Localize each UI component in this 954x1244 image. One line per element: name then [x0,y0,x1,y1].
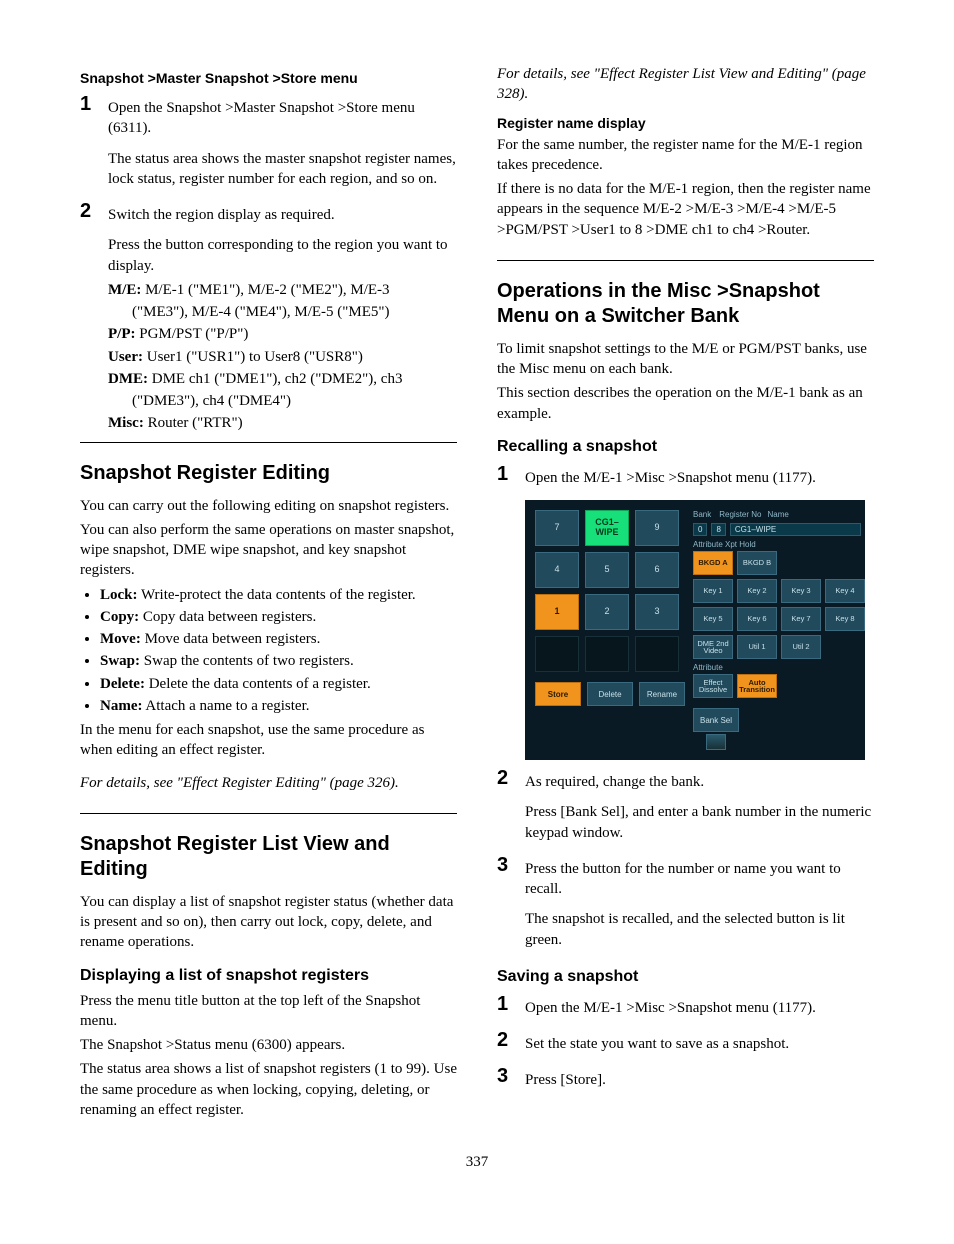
store-step-2: 2 Switch the region display as required.… [80,201,457,436]
store-button[interactable]: Store [535,682,581,706]
attribute-button[interactable]: Key 8 [825,607,865,631]
step-paragraph: The status area shows the master snapsho… [108,149,457,190]
numpad-empty [585,636,629,672]
editing-bullets: Lock: Write-protect the data contents of… [100,585,457,717]
register-value: 8 [711,523,725,536]
region-definitions: M/E: M/E-1 ("ME1"), M/E-2 ("ME2"), M/E-3… [108,280,457,434]
step-number: 1 [80,94,98,193]
step-number: 1 [497,464,515,492]
numpad-button[interactable]: 2 [585,594,629,630]
attribute-label: Attribute [693,663,865,672]
sub-display-list: Displaying a list of snapshot registers [80,967,457,985]
attribute-button[interactable]: Auto Transition [737,674,777,698]
attribute-button[interactable]: BKGD B [737,551,777,575]
paragraph: To limit snapshot settings to the M/E or… [497,339,874,380]
numpad: 7CG1– WIPE9 456 123 [535,510,685,672]
save-step-1: 1 Open the M/E-1 >Misc >Snapshot menu (1… [497,994,874,1022]
tenkey-icon [706,734,726,750]
attribute-button[interactable]: DME 2nd Video [693,635,733,659]
step-number: 1 [497,994,515,1022]
numpad-empty [635,636,679,672]
paragraph: In the menu for each snapshot, use the s… [80,720,457,761]
numpad-button[interactable]: 6 [635,552,679,588]
step-text: Set the state you want to save as a snap… [525,1034,874,1054]
paragraph: The status area shows a list of snapshot… [80,1059,457,1120]
step-paragraph: Press the button corresponding to the re… [108,235,457,276]
section-operations: Operations in the Misc >Snapshot Menu on… [497,279,874,329]
paragraph: If there is no data for the M/E-1 region… [497,179,874,240]
store-menu-heading: Snapshot >Master Snapshot >Store menu [80,70,457,86]
bank-value: 0 [693,523,707,536]
attribute-button[interactable]: Key 1 [693,579,733,603]
step-text: Switch the region display as required. [108,205,457,225]
step-number: 2 [497,768,515,847]
numpad-empty [535,636,579,672]
attribute-button[interactable]: Key 7 [781,607,821,631]
delete-button[interactable]: Delete [587,682,633,706]
step-text: Press the button for the number or name … [525,859,874,900]
bank-sel-button[interactable]: Bank Sel [693,708,739,732]
step-text: Press [Store]. [525,1070,874,1090]
step-number: 2 [80,201,98,436]
numpad-button[interactable]: 5 [585,552,629,588]
paragraph: You can also perform the same operations… [80,520,457,581]
attribute-button[interactable]: Key 3 [781,579,821,603]
step-paragraph: Press [Bank Sel], and enter a bank numbe… [525,802,874,843]
store-step-1: 1 Open the Snapshot >Master Snapshot >St… [80,94,457,193]
numpad-button[interactable]: 3 [635,594,679,630]
step-number: 2 [497,1030,515,1058]
section-register-editing: Snapshot Register Editing [80,461,457,486]
snapshot-menu-screenshot: 7CG1– WIPE9 456 123 Store Delete Rename Ba… [525,500,865,760]
attribute-button[interactable]: Util 2 [781,635,821,659]
attribute-button[interactable]: Key 4 [825,579,865,603]
step-number: 3 [497,1066,515,1094]
cross-reference: For details, see "Effect Register List V… [497,64,874,105]
attribute-button[interactable]: Util 1 [737,635,777,659]
paragraph: You can display a list of snapshot regis… [80,892,457,953]
attribute-hold-label: Attribute Xpt Hold [693,540,865,549]
step-text: Open the M/E-1 >Misc >Snapshot menu (117… [525,998,874,1018]
page-number: 337 [80,1154,874,1171]
paragraph: Press the menu title button at the top l… [80,991,457,1032]
rename-button[interactable]: Rename [639,682,685,706]
paragraph: You can carry out the following editing … [80,496,457,516]
step-text: Open the M/E-1 >Misc >Snapshot menu (117… [525,468,874,488]
numpad-button[interactable]: CG1– WIPE [585,510,629,546]
register-name-heading: Register name display [497,115,874,131]
attribute-button[interactable]: Key 2 [737,579,777,603]
cross-reference: For details, see "Effect Register Editin… [80,773,457,793]
numpad-button[interactable]: 7 [535,510,579,546]
step-text: Open the Snapshot >Master Snapshot >Stor… [108,98,457,139]
name-value: CG1–WIPE [730,523,861,536]
attribute-button[interactable]: Key 5 [693,607,733,631]
attribute-button[interactable]: Key 6 [737,607,777,631]
attribute-button[interactable]: Effect Dissolve [693,674,733,698]
register-info: Bank Register No Name [693,510,865,519]
save-step-2: 2 Set the state you want to save as a sn… [497,1030,874,1058]
recall-step-3: 3 Press the button for the number or nam… [497,855,874,954]
step-text: As required, change the bank. [525,772,874,792]
sub-saving: Saving a snapshot [497,968,874,986]
recall-step-2: 2 As required, change the bank. Press [B… [497,768,874,847]
step-number: 3 [497,855,515,954]
paragraph: This section describes the operation on … [497,383,874,424]
paragraph: The Snapshot >Status menu (6300) appears… [80,1035,457,1055]
left-column: Snapshot >Master Snapshot >Store menu 1 … [80,60,457,1124]
section-list-view: Snapshot Register List View and Editing [80,832,457,882]
sub-recalling: Recalling a snapshot [497,438,874,456]
attribute-button[interactable]: BKGD A [693,551,733,575]
numpad-button[interactable]: 4 [535,552,579,588]
recall-step-1: 1 Open the M/E-1 >Misc >Snapshot menu (1… [497,464,874,492]
numpad-button[interactable]: 9 [635,510,679,546]
numpad-button[interactable]: 1 [535,594,579,630]
right-column: For details, see "Effect Register List V… [497,60,874,1124]
save-step-3: 3 Press [Store]. [497,1066,874,1094]
paragraph: For the same number, the register name f… [497,135,874,176]
step-paragraph: The snapshot is recalled, and the select… [525,909,874,950]
